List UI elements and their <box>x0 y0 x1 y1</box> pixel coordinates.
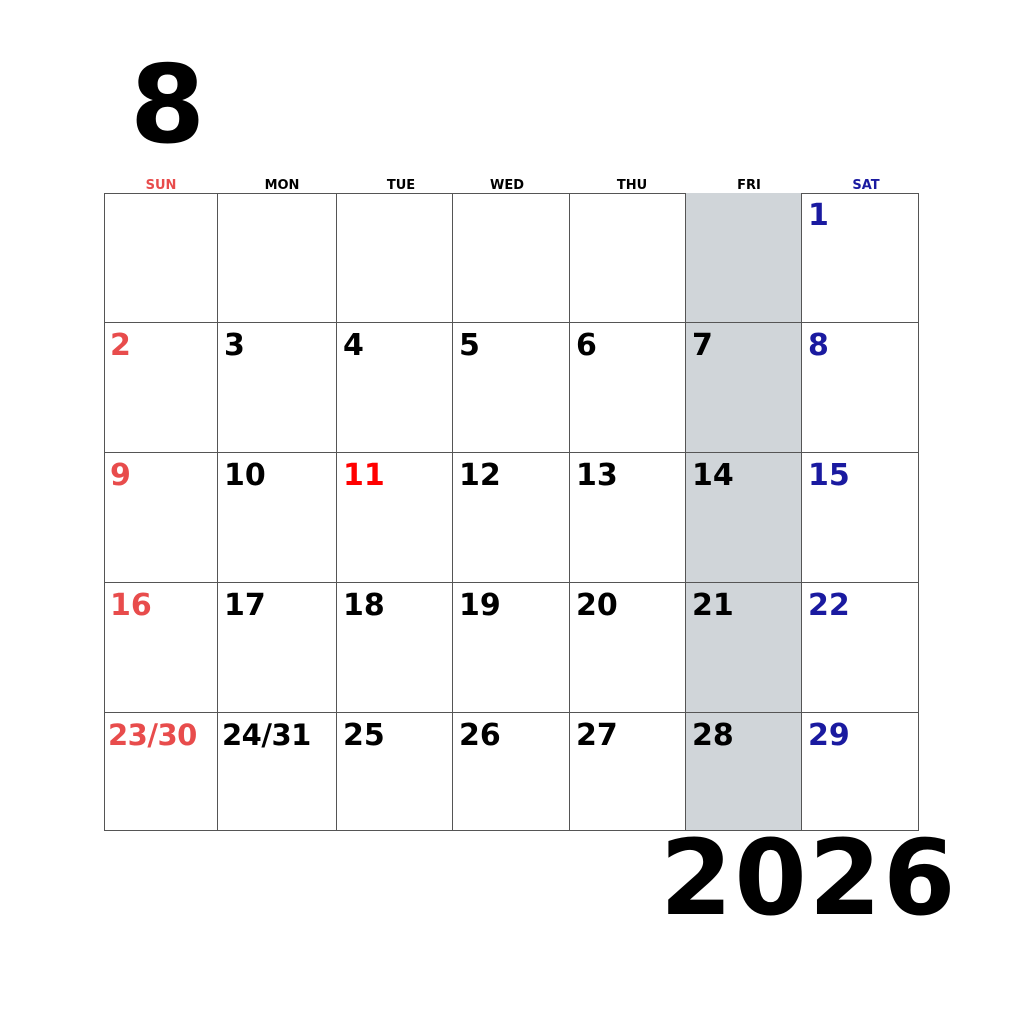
day-cell: 24/31 <box>218 713 337 831</box>
weekday-label-fri: FRI <box>737 178 761 193</box>
weekday-label-mon: MON <box>264 178 300 193</box>
year-number: 2026 <box>660 817 958 939</box>
day-cell: 16 <box>104 583 218 713</box>
day-number: 27 <box>576 718 618 753</box>
day-cell <box>453 193 570 323</box>
day-number: 21 <box>692 588 734 623</box>
weekday-header-row: SUN MON TUE WED THU FRI SAT <box>104 178 919 194</box>
day-cell: 23/30 <box>104 713 218 831</box>
day-number: 12 <box>459 458 501 493</box>
day-number: 16 <box>110 588 152 623</box>
day-number: 1 <box>808 198 829 233</box>
day-cell: 7 <box>686 323 802 453</box>
day-cell: 10 <box>218 453 337 583</box>
day-number: 22 <box>808 588 850 623</box>
weekday-label-sun: SUN <box>145 178 177 193</box>
day-cell: 20 <box>570 583 686 713</box>
day-number: 19 <box>459 588 501 623</box>
day-number: 18 <box>343 588 385 623</box>
day-cell: 12 <box>453 453 570 583</box>
day-number: 23/30 <box>108 718 197 752</box>
day-cell: 11 <box>337 453 453 583</box>
day-cell: 3 <box>218 323 337 453</box>
day-cell: 8 <box>802 323 919 453</box>
day-number: 28 <box>692 718 734 753</box>
day-number: 4 <box>343 328 364 363</box>
day-cell: 14 <box>686 453 802 583</box>
day-number: 2 <box>110 328 131 363</box>
weekday-label-sat: SAT <box>852 178 880 193</box>
day-number: 7 <box>692 328 713 363</box>
weekday-label-tue: TUE <box>386 178 416 193</box>
day-number: 5 <box>459 328 480 363</box>
day-cell: 15 <box>802 453 919 583</box>
day-cell: 6 <box>570 323 686 453</box>
day-cell: 22 <box>802 583 919 713</box>
weekday-label-wed: WED <box>489 178 524 193</box>
day-number: 8 <box>808 328 829 363</box>
day-cell <box>104 193 218 323</box>
day-cell: 28 <box>686 713 802 831</box>
day-cell <box>337 193 453 323</box>
day-cell: 18 <box>337 583 453 713</box>
day-cell: 29 <box>802 713 919 831</box>
day-cell: 1 <box>802 193 919 323</box>
day-number: 26 <box>459 718 501 753</box>
day-number: 13 <box>576 458 618 493</box>
day-number: 11 <box>343 458 385 493</box>
day-number: 29 <box>808 718 850 753</box>
day-cell: 4 <box>337 323 453 453</box>
day-cell: 27 <box>570 713 686 831</box>
day-cell <box>218 193 337 323</box>
day-number: 3 <box>224 328 245 363</box>
day-cell: 17 <box>218 583 337 713</box>
month-number: 8 <box>130 43 205 168</box>
day-number: 10 <box>224 458 266 493</box>
day-cell: 25 <box>337 713 453 831</box>
day-cell: 5 <box>453 323 570 453</box>
day-cell: 2 <box>104 323 218 453</box>
day-number: 6 <box>576 328 597 363</box>
day-number: 20 <box>576 588 618 623</box>
day-number: 25 <box>343 718 385 753</box>
calendar-grid: 1 2 3 4 5 6 7 8 9 10 11 12 13 14 15 16 17 18 19 20 21 22 23/30… <box>104 193 919 831</box>
day-number: 9 <box>110 458 131 493</box>
day-cell: 19 <box>453 583 570 713</box>
day-number: 24/31 <box>222 718 311 752</box>
day-number: 15 <box>808 458 850 493</box>
weekday-label-thu: THU <box>616 178 648 193</box>
day-cell <box>570 193 686 323</box>
day-cell: 26 <box>453 713 570 831</box>
day-cell: 13 <box>570 453 686 583</box>
day-cell <box>686 193 802 323</box>
day-number: 17 <box>224 588 266 623</box>
day-number: 14 <box>692 458 734 493</box>
day-cell: 21 <box>686 583 802 713</box>
day-cell: 9 <box>104 453 218 583</box>
